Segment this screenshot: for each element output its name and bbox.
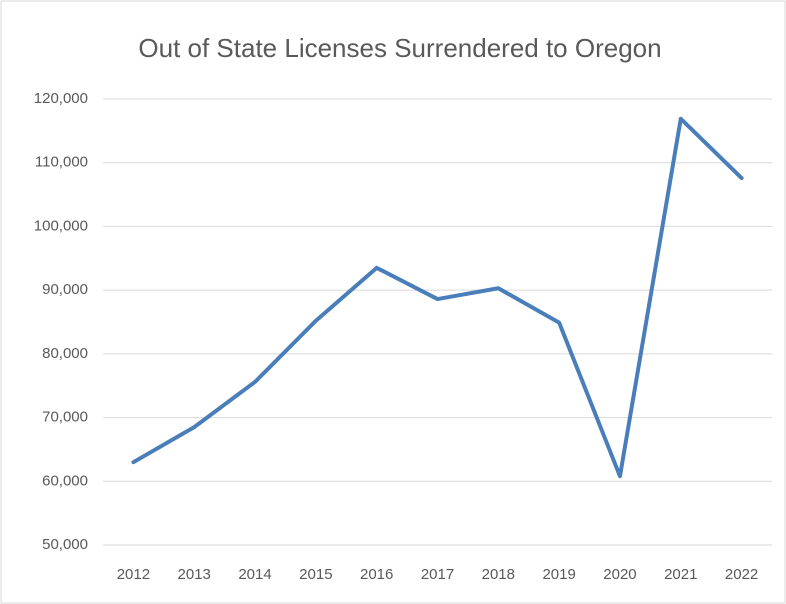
y-tick-label: 70,000 (42, 409, 88, 426)
x-tick-label: 2020 (603, 566, 636, 583)
x-tick-label: 2017 (421, 566, 454, 583)
y-tick-label: 100,000 (34, 217, 88, 234)
x-tick-label: 2019 (542, 566, 575, 583)
x-tick-label: 2013 (178, 566, 211, 583)
x-tick-label: 2014 (238, 566, 271, 583)
x-tick-label: 2012 (117, 566, 150, 583)
x-tick-label: 2016 (360, 566, 393, 583)
y-tick-label: 90,000 (42, 281, 88, 298)
y-tick-label: 50,000 (42, 536, 88, 553)
chart-title: Out of State Licenses Surrendered to Ore… (138, 33, 661, 63)
x-tick-label: 2015 (299, 566, 332, 583)
y-tick-label: 120,000 (34, 90, 88, 107)
line-series (131, 116, 744, 479)
y-tick-label: 60,000 (42, 472, 88, 489)
y-tick-label: 80,000 (42, 345, 88, 362)
x-tick-label: 2022 (725, 566, 758, 583)
x-tick-label: 2018 (482, 566, 515, 583)
x-tick-label: 2021 (664, 566, 697, 583)
y-tick-label: 110,000 (35, 154, 88, 171)
